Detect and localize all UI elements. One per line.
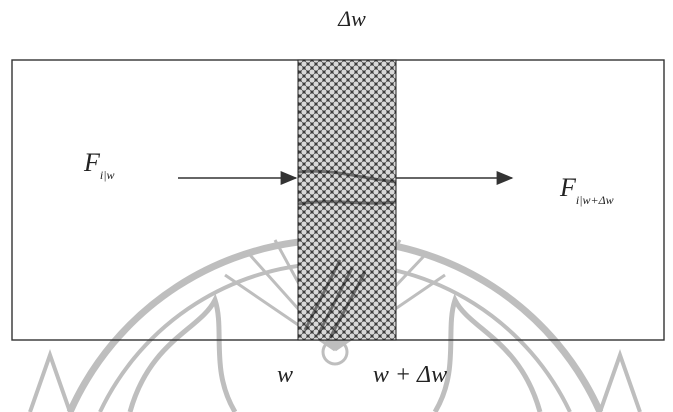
slice-shading: [297, 169, 397, 339]
left-boundary-label: w: [277, 362, 293, 388]
outflow-subscript: i|w+Δw: [576, 193, 614, 207]
inflow-label: Fi|w: [83, 148, 115, 182]
right-boundary-label: w + Δw: [373, 362, 447, 388]
differential-slice: [297, 59, 397, 341]
outflow-symbol: F: [559, 173, 577, 202]
inflow-subscript: i|w: [100, 168, 115, 182]
inflow-symbol: F: [83, 148, 101, 177]
slice-width-label: Δw: [337, 6, 366, 31]
outflow-label: Fi|w+Δw: [559, 173, 614, 207]
